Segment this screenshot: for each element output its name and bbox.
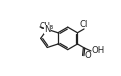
Text: CH₃: CH₃ [40,22,54,31]
Text: OH: OH [91,46,105,55]
Text: N: N [44,25,51,34]
Text: Cl: Cl [80,20,88,29]
Text: O: O [84,51,91,60]
